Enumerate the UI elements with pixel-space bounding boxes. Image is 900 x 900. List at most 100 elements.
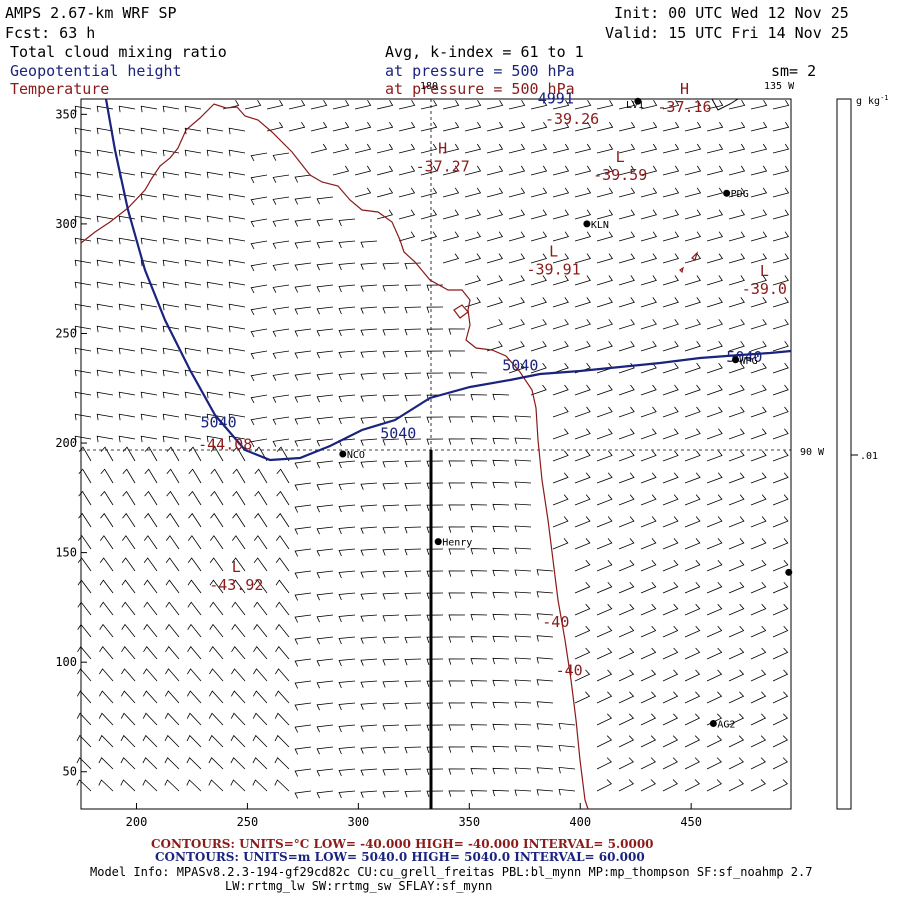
wind-barb [232,468,246,484]
wind-barb [274,690,290,704]
station-marker [434,538,442,546]
wind-barb [684,297,701,308]
wind-barb [508,319,525,330]
wind-barb [514,701,532,708]
wind-barb [530,165,548,176]
wind-barb [275,579,290,594]
wind-barb [552,340,569,352]
wind-barb [96,369,114,377]
wind-barb [728,691,745,704]
wind-barb [74,369,92,377]
wind-barb [574,669,591,682]
wind-barb [209,579,224,594]
wind-barb [208,757,224,770]
temp-extremum-marker: L [616,148,625,166]
wind-barb [596,516,613,528]
wind-barb [442,99,460,110]
y-tick-label: 300 [55,217,77,231]
wind-barb [706,319,723,330]
wind-barb [596,187,614,198]
wind-barb [338,262,356,271]
wind-barb [187,601,202,616]
wind-barb [96,303,114,311]
wind-barb [77,535,92,550]
wind-barb [360,548,378,556]
station-label: Henry [442,538,472,549]
wind-barb [187,579,202,594]
wind-barb [530,340,547,352]
wind-barb [772,494,789,506]
wind-barb [596,99,614,110]
footer-model-info: Model Info: MPASv8.2.3-194-gf29cd82c CU:… [90,865,812,879]
wind-barb [684,757,700,770]
wind-barb [618,275,635,286]
wind-barb [492,525,510,533]
wind-barb [74,105,92,113]
wind-barb [162,413,180,421]
wind-barb [706,231,724,242]
wind-barb [552,275,569,286]
wind-barb [165,623,180,638]
wind-barb [662,713,679,726]
x-tick-label: 450 [680,815,702,829]
wind-barb [596,297,613,308]
wind-barb [206,413,224,421]
wind-barb [442,253,460,264]
wind-barb [596,340,613,352]
colorbar-frame [836,98,852,810]
wind-barb [574,187,592,198]
wind-barb [376,121,394,132]
wind-barb [662,516,679,528]
wind-barb [162,435,180,443]
wind-barb [184,369,202,377]
wind-barb [77,579,92,594]
x-tick-label: 400 [569,815,591,829]
wind-barb [772,406,789,418]
wind-barb [448,416,466,423]
y-tick-label: 150 [55,546,77,560]
wind-barb [536,569,554,576]
wind-barb [74,391,92,399]
wind-barb [728,647,745,660]
wind-barb [426,306,444,314]
wind-barb [684,669,701,682]
wind-barb [596,275,613,286]
wind-barb [772,560,789,572]
wind-barb [162,171,180,179]
wind-barb [750,384,767,396]
wind-barb [728,560,745,572]
wind-barb [684,472,701,484]
wind-barb [728,209,746,220]
wind-barb [514,591,532,598]
wind-barb [552,209,570,220]
wind-barb [162,149,180,157]
wind-barb [508,275,525,286]
wind-barb [232,446,246,462]
meridian-lines [81,99,791,451]
wind-barb [470,460,488,467]
wind-barb [574,319,591,330]
wind-barb [574,560,591,572]
wind-barb [360,680,378,688]
wind-barb [508,253,526,264]
wind-barb [404,460,422,468]
wind-barb [486,165,504,176]
wind-barb [728,428,745,440]
wind-barb [448,548,466,555]
wind-barb [772,231,790,242]
wind-barb [486,231,504,242]
wind-barb [508,99,526,110]
wind-barb [706,253,724,264]
wind-barb [618,340,635,352]
wind-barb [404,306,422,314]
wind-barb [121,646,136,660]
wind-barb [662,625,679,638]
wind-barb [266,99,284,110]
wind-barb [772,450,789,462]
wind-barb [77,557,92,572]
wind-barb [332,165,350,176]
wind-barb [662,494,679,506]
wind-barb [338,284,356,293]
temp-extremum-marker: H [438,139,447,157]
meridian-180-label: 180 [420,81,438,92]
